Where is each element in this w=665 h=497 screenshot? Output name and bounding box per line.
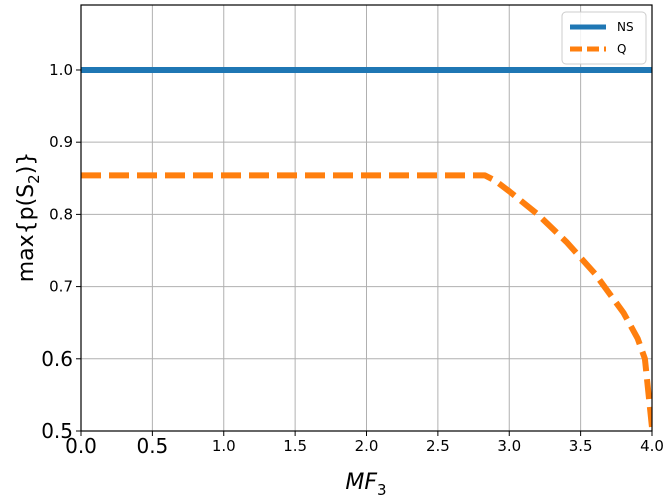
- x-tick-label: 1.0: [212, 437, 236, 455]
- y-tick-label: 0.8: [49, 205, 73, 223]
- legend: NS Q: [561, 11, 647, 65]
- x-tick-label: 1.5: [283, 437, 307, 455]
- x-tick-label: 3.5: [569, 437, 593, 455]
- series-group: [81, 67, 652, 428]
- legend-label-q: Q: [617, 42, 626, 56]
- series-line-q: [81, 172, 652, 428]
- x-tick-label: 3.0: [497, 437, 521, 455]
- y-tick-label: 1.0: [49, 61, 73, 79]
- x-tick-label: 2.5: [426, 437, 450, 455]
- ticks: 0.0 0.5 1.0 1.5 2.0 2.5 3.0 3.5 4.00.50.60.70.80…: [41, 61, 664, 458]
- legend-label-ns: NS: [617, 20, 634, 34]
- grid: [80, 5, 653, 432]
- x-tick-label: 0.0: [65, 434, 97, 458]
- x-tick-label: 0.5: [136, 434, 168, 458]
- y-tick-label: 0.5: [41, 419, 73, 443]
- y-tick-label: 0.6: [41, 347, 73, 371]
- x-tick-label: 4.0: [640, 437, 664, 455]
- x-tick-label: 2.0: [355, 437, 379, 455]
- x-axis-label: MF3: [345, 470, 386, 497]
- y-axis-label: max{p(S2)}: [14, 152, 43, 283]
- y-tick-label: 0.9: [49, 133, 73, 151]
- y-tick-label: 0.7: [49, 278, 73, 296]
